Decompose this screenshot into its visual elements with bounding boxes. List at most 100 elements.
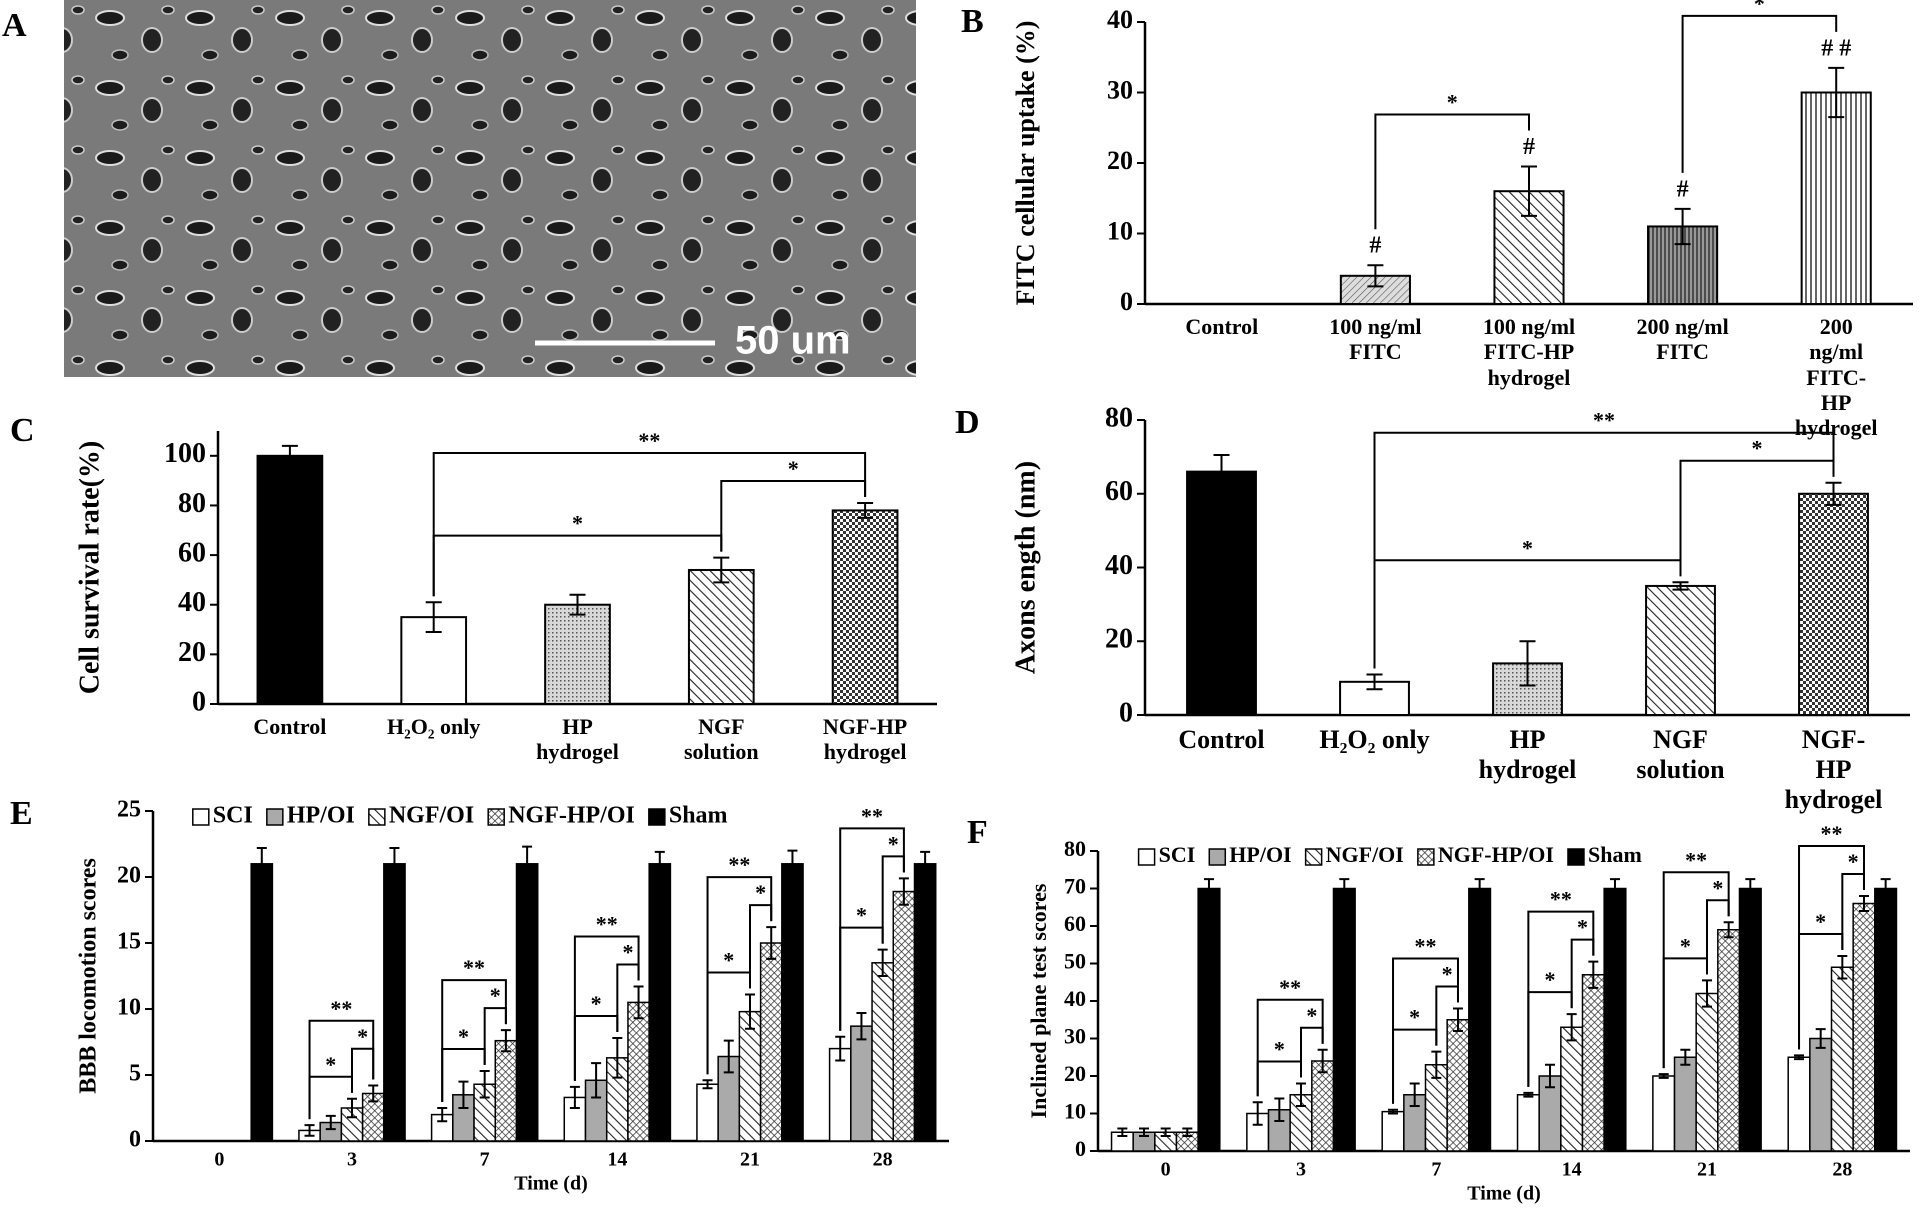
significance-label: ** (1685, 847, 1707, 872)
legend-swatch (1417, 848, 1435, 866)
significance-label: * (1274, 1037, 1285, 1062)
bar (256, 454, 324, 705)
error-bar (1274, 1097, 1285, 1122)
bar (1798, 492, 1869, 716)
y-tick-label: 20 (178, 637, 206, 668)
significance-label: ** (861, 803, 883, 828)
bar (1603, 887, 1627, 1152)
x-tick-label: NGF-HP hydrogel (822, 714, 908, 765)
panel-label: F (967, 814, 988, 851)
error-bar (1117, 1127, 1128, 1137)
significance-label: * (1577, 915, 1588, 940)
y-tick-label: 30 (1064, 1024, 1086, 1049)
error-bar (1672, 581, 1689, 591)
bar (1197, 887, 1221, 1152)
error-bar (898, 877, 909, 906)
error-bar (1409, 1082, 1420, 1107)
bar (1787, 1056, 1811, 1152)
y-tick-label: 10 (1064, 1099, 1086, 1124)
y-tick-label: 20 (117, 863, 141, 889)
significance-label: * (1409, 1005, 1420, 1030)
legend-label: NGF-HP/OI (508, 803, 635, 829)
y-tick-label: 0 (1075, 1136, 1086, 1161)
bar (1186, 470, 1257, 716)
y-tick-label: 0 (129, 1127, 141, 1153)
significance-bracket (1374, 113, 1530, 230)
y-tick-label: 0 (1119, 697, 1133, 728)
y-tick-label: 0 (1120, 287, 1133, 316)
y-axis-label: Inclined plane test scores (1026, 883, 1051, 1118)
significance-label: * (357, 1024, 368, 1049)
significance-label: * (591, 991, 602, 1016)
significance-bracket (706, 876, 773, 1075)
legend-label: NGF/OI (389, 803, 474, 829)
significance-bracket (1392, 957, 1459, 1104)
x-axis-label: Time (d) (1467, 1183, 1541, 1205)
error-bar (877, 948, 888, 977)
error-bar (256, 846, 267, 881)
x-tick-label: Control (1185, 314, 1259, 339)
significance-label: ** (728, 852, 750, 877)
x-tick-label: HP hydrogel (1478, 725, 1577, 784)
x-tick-label: 3 (347, 1149, 357, 1171)
significance-label: ** (1550, 887, 1572, 912)
significance-label: ** (330, 996, 352, 1021)
y-axis-label: BBB locomotion scores (76, 858, 102, 1094)
x-tick-label: 0 (1161, 1159, 1171, 1181)
x-tick-label: 200 ng/ml FITC-HP hydrogel (1794, 314, 1878, 441)
error-bar (1837, 955, 1848, 980)
legend-swatch (266, 808, 284, 826)
error-bar (1388, 1108, 1399, 1115)
error-bar (304, 1124, 315, 1137)
significance-label: * (325, 1052, 336, 1077)
x-tick-label: 14 (607, 1149, 627, 1171)
error-bar (856, 1011, 867, 1041)
error-bar (1674, 207, 1691, 246)
error-bar (835, 1035, 846, 1062)
legend-swatch (1137, 848, 1156, 866)
error-bar (1825, 481, 1842, 506)
error-bar (368, 1084, 379, 1103)
significance-marker: # (1369, 233, 1381, 259)
bar (1652, 1075, 1676, 1152)
y-tick-label: 60 (1105, 476, 1133, 507)
bar (1673, 1056, 1697, 1152)
sem-image (64, 0, 916, 377)
significance-bracket (839, 827, 905, 1031)
y-tick-label: 40 (1064, 986, 1086, 1011)
error-bar (1521, 165, 1537, 217)
error-bar (1880, 878, 1891, 899)
bar (1311, 1060, 1335, 1152)
legend-swatch (648, 808, 666, 826)
significance-bracket (432, 451, 867, 597)
error-bar (425, 601, 442, 634)
error-bar (1252, 1101, 1263, 1126)
error-bar (633, 985, 644, 1020)
bar (738, 1010, 762, 1142)
significance-bracket (1662, 871, 1730, 1069)
error-bar (1366, 673, 1383, 691)
significance-label: * (888, 831, 899, 856)
error-bar (654, 850, 665, 877)
significance-label: * (788, 456, 799, 481)
significance-label: * (1848, 849, 1859, 874)
legend-swatch (1208, 848, 1227, 866)
bar (1738, 887, 1762, 1152)
significance-bracket (432, 534, 723, 597)
bar (1560, 1026, 1584, 1152)
error-bar (723, 1039, 734, 1074)
error-bar (1658, 1073, 1669, 1079)
significance-label: * (1754, 0, 1765, 16)
error-bar (1474, 878, 1485, 899)
significance-label: ** (638, 428, 660, 453)
error-bar (787, 849, 798, 878)
error-bar (347, 1097, 357, 1119)
bar (1830, 966, 1854, 1152)
y-axis-label: FITC cellular uptake (%) (1011, 21, 1040, 306)
error-bar (920, 850, 931, 877)
error-bar (1339, 878, 1350, 899)
y-tick-label: 50 (1064, 949, 1086, 974)
error-bar (1182, 1127, 1193, 1137)
x-tick-label: NGF-HP hydrogel (1784, 725, 1883, 814)
error-bar (1566, 1013, 1577, 1042)
